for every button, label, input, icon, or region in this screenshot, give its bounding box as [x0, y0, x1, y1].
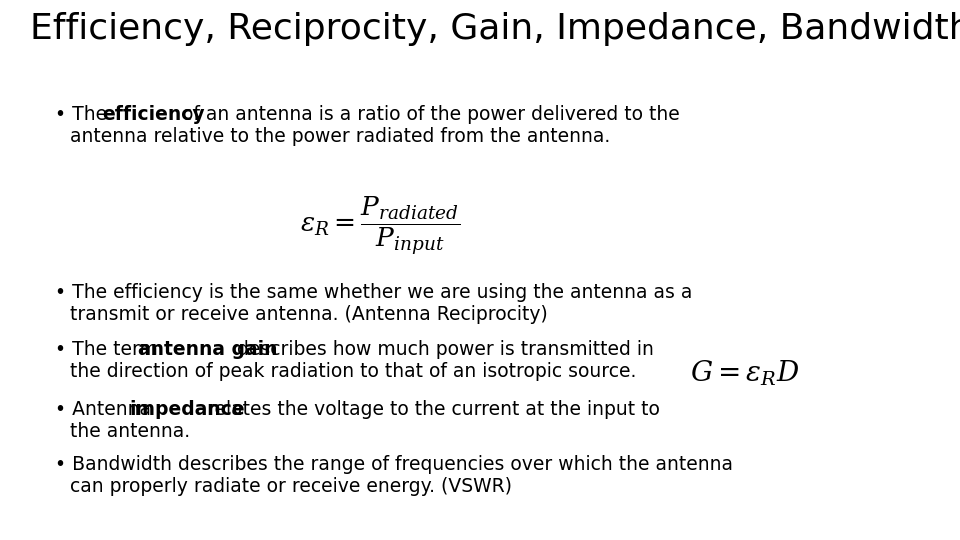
- Text: • The: • The: [55, 105, 113, 124]
- Text: describes how much power is transmitted in: describes how much power is transmitted …: [231, 340, 654, 359]
- Text: relates the voltage to the current at the input to: relates the voltage to the current at th…: [201, 400, 660, 419]
- Text: • Antenna: • Antenna: [55, 400, 157, 419]
- Text: can properly radiate or receive energy. (VSWR): can properly radiate or receive energy. …: [70, 477, 512, 496]
- Text: • The term: • The term: [55, 340, 164, 359]
- Text: $\varepsilon_R = \dfrac{P_{radiated}}{P_{input}}$: $\varepsilon_R = \dfrac{P_{radiated}}{P_…: [300, 195, 460, 258]
- Text: • The efficiency is the same whether we are using the antenna as a: • The efficiency is the same whether we …: [55, 283, 692, 302]
- Text: Efficiency, Reciprocity, Gain, Impedance, Bandwidth: Efficiency, Reciprocity, Gain, Impedance…: [30, 12, 960, 46]
- Text: antenna gain: antenna gain: [138, 340, 277, 359]
- Text: antenna relative to the power radiated from the antenna.: antenna relative to the power radiated f…: [70, 127, 611, 146]
- Text: $G = \varepsilon_R D$: $G = \varepsilon_R D$: [690, 358, 800, 388]
- Text: • Bandwidth describes the range of frequencies over which the antenna: • Bandwidth describes the range of frequ…: [55, 455, 733, 474]
- Text: efficiency: efficiency: [102, 105, 204, 124]
- Text: transmit or receive antenna. (Antenna Reciprocity): transmit or receive antenna. (Antenna Re…: [70, 305, 548, 324]
- Text: of an antenna is a ratio of the power delivered to the: of an antenna is a ratio of the power de…: [176, 105, 680, 124]
- Text: the direction of peak radiation to that of an isotropic source.: the direction of peak radiation to that …: [70, 362, 636, 381]
- Text: impedance: impedance: [129, 400, 245, 419]
- Text: the antenna.: the antenna.: [70, 422, 190, 441]
